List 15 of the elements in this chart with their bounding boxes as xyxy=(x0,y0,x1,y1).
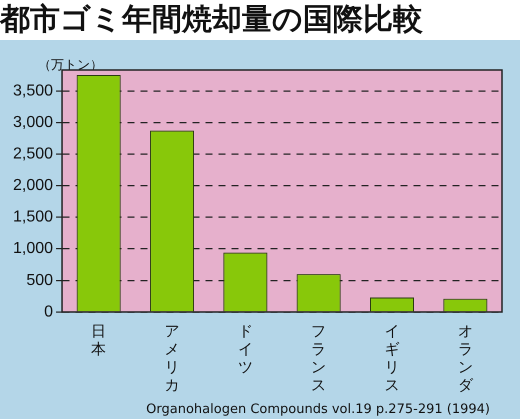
y-tick-label: 0 xyxy=(44,303,54,320)
x-tick-label: フランス xyxy=(311,322,326,394)
x-tick-label: 日本 xyxy=(91,322,106,358)
y-tick-label: 500 xyxy=(26,272,54,289)
text: Organohalogen Compounds vol.19 p.275-291 (1994) xyxy=(146,402,490,417)
x-tick-label: オランダ xyxy=(458,322,474,394)
y-tick-label: 3,000 xyxy=(12,114,54,131)
y-tick-label: 3,500 xyxy=(12,82,54,100)
y-tick-label: 1,000 xyxy=(12,240,54,258)
x-tick-label: イギリス xyxy=(384,322,400,394)
x-tick-label: ドイツ xyxy=(238,322,253,376)
x-tick-label: アメリカ xyxy=(164,322,180,394)
y-tick-label: 1,500 xyxy=(12,208,54,226)
y-tick-label: 2,000 xyxy=(12,177,54,194)
y-tick-label: 2,500 xyxy=(12,145,54,162)
